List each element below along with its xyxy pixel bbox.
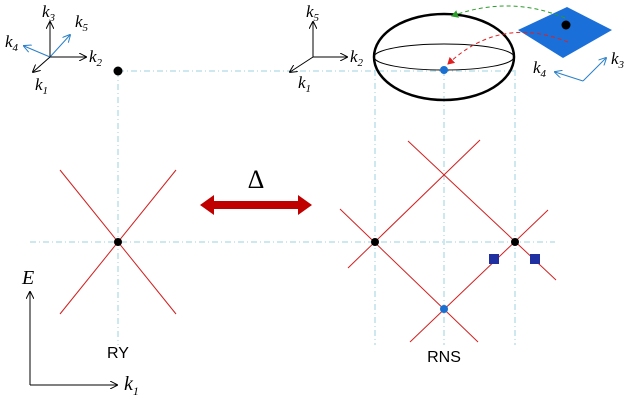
label: k3: [42, 2, 56, 24]
caption: RNS: [427, 349, 461, 366]
label: 1: [306, 83, 312, 95]
dot: [114, 67, 123, 76]
dot: [371, 238, 379, 246]
label: 5: [314, 12, 320, 24]
dot: [114, 238, 122, 246]
axes-middle: [290, 22, 347, 72]
label: 3: [618, 59, 625, 71]
dot: [562, 21, 571, 30]
square: [489, 254, 499, 264]
label: E: [21, 267, 34, 289]
label: k2: [89, 47, 103, 69]
label: 4: [541, 68, 547, 80]
label: 5: [83, 22, 89, 34]
label: 4: [13, 42, 19, 54]
label: k4: [5, 32, 19, 54]
label: 1: [133, 384, 139, 398]
dot: [511, 238, 519, 246]
energy-axes: [30, 292, 117, 385]
diagram: k3 k5 k4 k2 k1 Δ k5 k2 k1 k4 k3 RY RNS E…: [0, 0, 626, 404]
dot: [440, 305, 448, 313]
label: k1: [35, 75, 48, 97]
label: k1: [298, 73, 311, 95]
label: 2: [358, 57, 364, 69]
label: k1: [124, 373, 139, 398]
label: k2: [350, 47, 364, 69]
double-arrow: [200, 195, 312, 215]
label: 3: [49, 12, 56, 24]
dot: [440, 66, 448, 74]
axes-right: [555, 58, 606, 81]
label: k5: [306, 2, 320, 24]
square: [530, 254, 540, 264]
label: 2: [97, 57, 103, 69]
label: k3: [611, 49, 625, 71]
caption: RY: [107, 345, 129, 362]
label: k5: [75, 12, 89, 34]
label: 1: [43, 85, 49, 97]
label: Δ: [248, 165, 265, 194]
label: k4: [533, 58, 547, 80]
